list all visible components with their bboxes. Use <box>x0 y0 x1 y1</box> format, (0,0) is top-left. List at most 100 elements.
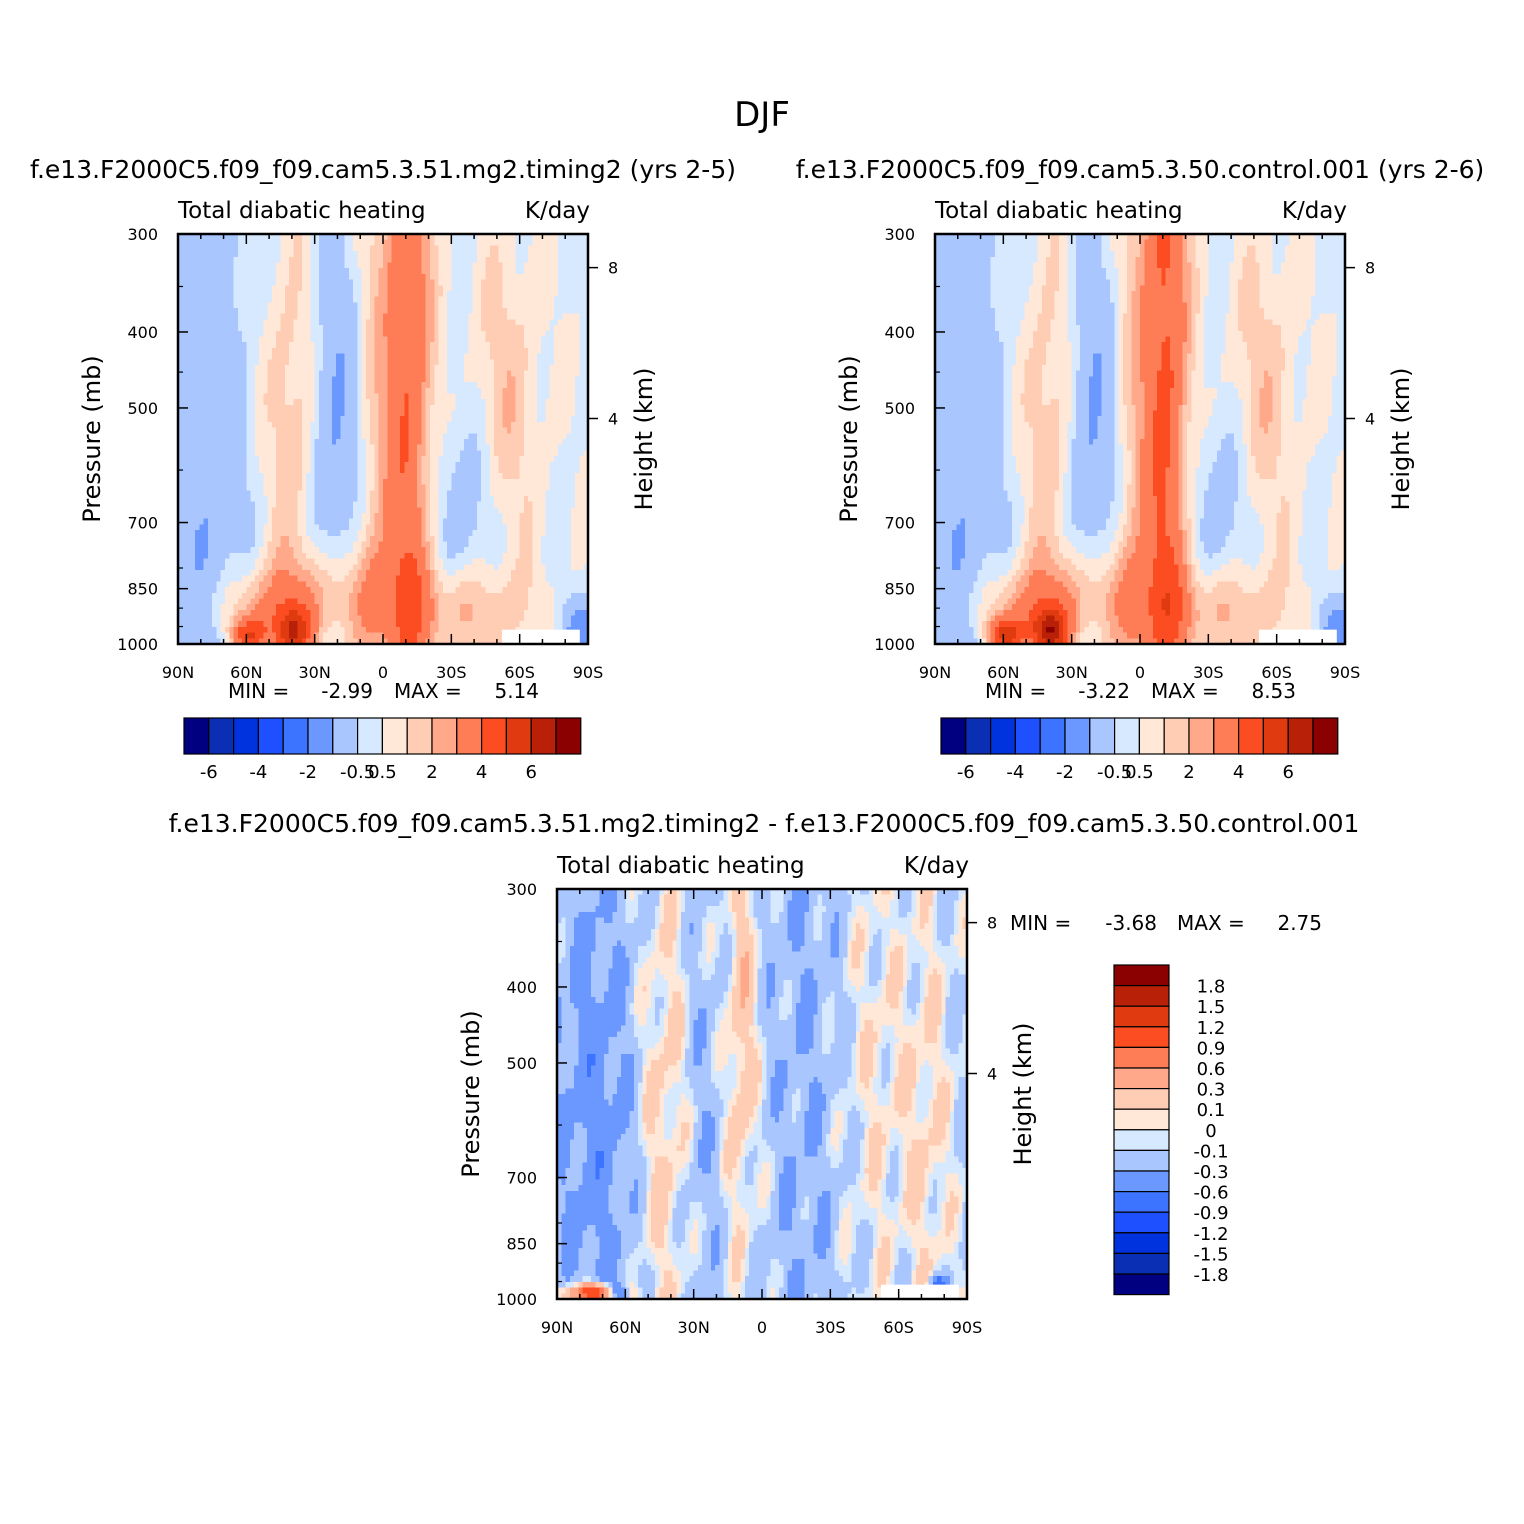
y-tick-label: 400 <box>506 978 537 997</box>
max-value: 8.53 <box>1251 679 1296 703</box>
legend-label: -1.2 <box>1193 1224 1228 1245</box>
y-right-tick-label: 8 <box>608 259 618 278</box>
legend-swatch <box>234 718 259 754</box>
legend-swatch <box>1288 718 1313 754</box>
legend-swatch <box>1114 1027 1169 1048</box>
terrain-mask <box>1259 630 1337 644</box>
legend-label: -6 <box>957 762 975 783</box>
legend-swatch <box>1164 718 1189 754</box>
panel-title: f.e13.F2000C5.f09_f09.cam5.3.50.control.… <box>796 155 1485 184</box>
legend-label: -4 <box>1006 762 1024 783</box>
legend-swatch <box>432 718 457 754</box>
legend-label: 6 <box>1282 762 1293 783</box>
y-tick-label: 700 <box>884 514 915 533</box>
terrain-mask <box>881 1285 959 1299</box>
y-tick-label: 1000 <box>496 1290 537 1309</box>
y-right-tick-label: 4 <box>987 1065 997 1084</box>
min-label: MIN = <box>228 679 289 703</box>
legend-swatch <box>1114 1171 1169 1192</box>
legend-swatch <box>1114 1130 1169 1151</box>
legend-swatch <box>531 718 556 754</box>
y-tick-label: 700 <box>127 514 158 533</box>
legend-swatch <box>1114 1068 1169 1089</box>
y-tick-label: 300 <box>506 880 537 899</box>
legend-swatch <box>941 718 966 754</box>
legend-swatch <box>506 718 531 754</box>
legend-swatch <box>1114 986 1169 1007</box>
panel-title: f.e13.F2000C5.f09_f09.cam5.3.51.mg2.timi… <box>30 155 736 184</box>
x-tick-label: 90N <box>919 663 951 682</box>
y-right-tick-label: 8 <box>1365 259 1375 278</box>
legend-swatch <box>1313 718 1338 754</box>
legend-swatch <box>1114 1109 1169 1130</box>
legend-swatch <box>1239 718 1264 754</box>
legend-swatch <box>1114 1212 1169 1233</box>
y-tick-label: 300 <box>127 225 158 244</box>
legend-swatch <box>1114 1150 1169 1171</box>
legend-label: -2 <box>1056 762 1074 783</box>
legend-swatch <box>1114 1233 1169 1254</box>
legend-swatch <box>1139 718 1164 754</box>
y-tick-label: 400 <box>884 323 915 342</box>
legend-label: 1.2 <box>1197 1018 1226 1039</box>
terrain-mask <box>502 630 580 644</box>
contour-field-p2 <box>935 234 1346 645</box>
legend-label: 0.9 <box>1197 1038 1226 1059</box>
x-tick-label: 30S <box>815 1318 846 1337</box>
y-right-tick-label: 4 <box>1365 410 1375 429</box>
legend-swatch <box>283 718 308 754</box>
panel-title: f.e13.F2000C5.f09_f09.cam5.3.51.mg2.timi… <box>169 809 1360 838</box>
legend-swatch <box>1065 718 1090 754</box>
legend-swatch <box>1040 718 1065 754</box>
max-value: 2.75 <box>1277 911 1322 935</box>
panel-subtitle-left: Total diabatic heating <box>177 198 426 224</box>
y-right-tick-label: 8 <box>987 914 997 933</box>
panel-subtitle-right: K/day <box>904 853 969 879</box>
legend-label: 2 <box>426 762 437 783</box>
x-tick-label: 90S <box>1330 663 1361 682</box>
y-tick-label: 400 <box>127 323 158 342</box>
legend-swatch <box>1114 1192 1169 1213</box>
y-tick-label: 500 <box>884 399 915 418</box>
min-value: -3.22 <box>1078 679 1130 703</box>
y-right-tick-label: 4 <box>608 410 618 429</box>
legend-swatch <box>1015 718 1040 754</box>
x-tick-label: 90S <box>573 663 604 682</box>
legend-swatch <box>1114 965 1169 986</box>
max-value: 5.14 <box>494 679 539 703</box>
legend-label: 4 <box>1233 762 1244 783</box>
y-tick-label: 850 <box>127 580 158 599</box>
legend-label: -0.1 <box>1193 1141 1228 1162</box>
x-tick-label: 90N <box>541 1318 573 1337</box>
legend-label: 1.8 <box>1197 977 1226 998</box>
legend-swatch <box>1189 718 1214 754</box>
legend-label: -0.3 <box>1193 1162 1228 1183</box>
x-tick-label: 0 <box>1135 663 1145 682</box>
contour-field-p1 <box>178 234 589 645</box>
legend-label: 4 <box>476 762 487 783</box>
legend-label: -2 <box>299 762 317 783</box>
y-tick-label: 1000 <box>117 635 158 654</box>
legend-swatch <box>1090 718 1115 754</box>
legend-label: -6 <box>200 762 218 783</box>
max-label: MAX = <box>394 679 462 703</box>
legend-swatch <box>382 718 407 754</box>
legend-swatch <box>1114 1253 1169 1274</box>
legend-swatch <box>1115 718 1140 754</box>
max-label: MAX = <box>1177 911 1245 935</box>
legend-label: 0.1 <box>1197 1100 1226 1121</box>
y-right-axis-label: Height (km) <box>1387 368 1415 511</box>
legend-label: -0.9 <box>1193 1203 1228 1224</box>
legend-label: 0.3 <box>1197 1080 1226 1101</box>
x-tick-label: 60S <box>883 1318 914 1337</box>
x-tick-label: 60N <box>609 1318 641 1337</box>
x-tick-label: 90S <box>952 1318 983 1337</box>
legend-swatch <box>333 718 358 754</box>
min-value: -2.99 <box>321 679 373 703</box>
y-axis-label: Pressure (mb) <box>835 355 863 522</box>
contour-field-p3 <box>557 889 968 1300</box>
min-value: -3.68 <box>1105 911 1157 935</box>
panel-subtitle-right: K/day <box>1282 198 1347 224</box>
max-label: MAX = <box>1151 679 1219 703</box>
